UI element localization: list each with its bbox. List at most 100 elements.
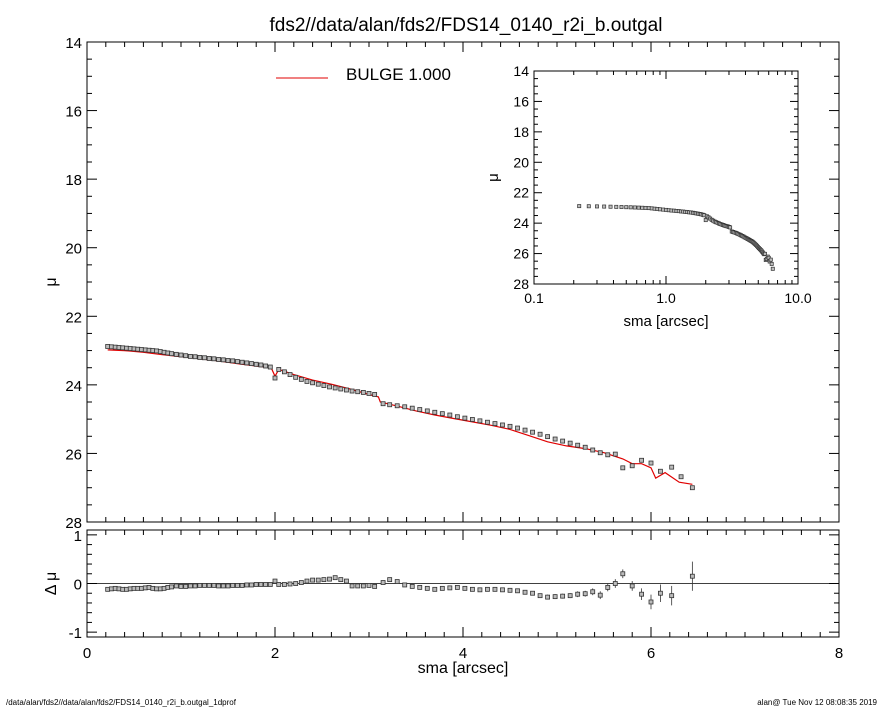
resid-data-point bbox=[507, 587, 513, 593]
resid-data-point bbox=[567, 593, 573, 599]
main-y-tick-label: 24 bbox=[65, 378, 82, 395]
main-data-point bbox=[447, 412, 453, 418]
resid-x-tick-label: 6 bbox=[647, 645, 655, 662]
resid-data-point bbox=[380, 580, 386, 585]
inset-data-point bbox=[632, 205, 637, 210]
inset-data-point bbox=[602, 204, 607, 209]
main-data-point bbox=[349, 388, 355, 394]
inset-x-axis-label: sma [arcsec] bbox=[623, 313, 708, 330]
resid-data-point bbox=[230, 583, 236, 588]
inset-y-tick-label: 20 bbox=[513, 154, 529, 170]
resid-data-point bbox=[272, 578, 278, 584]
resid-data-point bbox=[344, 578, 349, 584]
resid-data-point bbox=[669, 593, 675, 599]
main-data-point bbox=[530, 429, 535, 435]
main-data-point bbox=[315, 381, 321, 387]
resid-data-point bbox=[689, 573, 695, 579]
resid-data-point bbox=[267, 582, 273, 587]
inset-data-point bbox=[577, 204, 582, 209]
main-data-point bbox=[332, 385, 338, 391]
main-data-point bbox=[249, 361, 254, 367]
main-y-tick-label: 26 bbox=[65, 446, 82, 463]
main-data-point bbox=[387, 402, 393, 408]
main-data-point bbox=[211, 356, 217, 362]
inset-data-point bbox=[728, 225, 733, 230]
resid-data-point bbox=[469, 586, 475, 592]
main-data-point bbox=[216, 357, 222, 362]
resid-data-point bbox=[258, 582, 264, 587]
resid-data-point bbox=[658, 590, 663, 596]
resid-data-point bbox=[253, 582, 259, 587]
inset-data-point bbox=[624, 205, 629, 210]
inset-data-point bbox=[636, 205, 641, 210]
inset-data-point bbox=[586, 204, 591, 209]
inset-data-point bbox=[658, 207, 662, 212]
main-data-point bbox=[304, 379, 310, 384]
main-data-point bbox=[263, 363, 269, 369]
main-data-point bbox=[298, 376, 304, 382]
resid-data-point bbox=[206, 583, 212, 588]
main-data-point bbox=[183, 353, 189, 359]
main-data-point bbox=[648, 460, 654, 466]
main-data-point bbox=[424, 408, 430, 414]
main-data-point bbox=[192, 354, 198, 360]
resid-data-point bbox=[249, 582, 254, 588]
main-y-tick-label: 16 bbox=[65, 104, 82, 121]
resid-data-point bbox=[360, 583, 366, 589]
main-data-point bbox=[267, 364, 273, 370]
inset-y-axis-label: μ bbox=[485, 173, 502, 182]
resid-data-point bbox=[332, 575, 338, 581]
main-data-point bbox=[281, 369, 287, 375]
main-data-point bbox=[454, 414, 460, 420]
resid-x-tick-label: 2 bbox=[271, 645, 279, 662]
main-data-point bbox=[678, 474, 684, 480]
main-data-point bbox=[202, 355, 207, 361]
inset-y-tick-label: 18 bbox=[513, 124, 529, 140]
resid-data-point bbox=[447, 585, 453, 591]
resid-data-point bbox=[281, 582, 287, 587]
main-data-point bbox=[394, 403, 400, 409]
main-y-tick-label: 14 bbox=[65, 35, 82, 52]
inset-data-point bbox=[640, 205, 645, 210]
main-data-point bbox=[344, 387, 349, 393]
main-data-point bbox=[272, 375, 278, 381]
main-data-point bbox=[293, 374, 299, 380]
inset-y-tick-label: 26 bbox=[513, 246, 529, 262]
main-y-axis-label: μ bbox=[43, 277, 60, 286]
resid-data-point bbox=[298, 580, 304, 585]
inset-data-point bbox=[770, 266, 775, 271]
resid-data-point bbox=[220, 583, 226, 589]
inset-data-point bbox=[619, 205, 624, 209]
main-data-point bbox=[225, 358, 231, 363]
resid-x-tick-label: 4 bbox=[459, 645, 467, 662]
main-data-point bbox=[239, 359, 245, 365]
main-data-point bbox=[253, 361, 259, 367]
resid-data-point bbox=[402, 582, 408, 588]
main-data-point bbox=[355, 389, 361, 395]
resid-data-point bbox=[575, 591, 581, 597]
resid-data-point bbox=[327, 576, 332, 582]
main-data-point bbox=[612, 451, 618, 457]
resid-data-point bbox=[424, 585, 430, 591]
main-data-point bbox=[169, 351, 175, 357]
resid-data-point bbox=[394, 579, 400, 584]
main-data-point bbox=[597, 450, 603, 456]
resid-data-point bbox=[612, 581, 618, 586]
footer-file-path: /data/alan/fds2//data/alan/fds2/FDS14_01… bbox=[6, 698, 236, 707]
resid-data-point bbox=[169, 584, 175, 590]
inset-x-tick-label: 1.0 bbox=[656, 290, 676, 306]
resid-data-point bbox=[417, 584, 423, 590]
main-data-point bbox=[537, 431, 543, 437]
main-data-point bbox=[327, 384, 332, 390]
resid-y-tick-label: 1 bbox=[74, 528, 82, 545]
resid-data-point bbox=[304, 578, 310, 584]
main-data-point bbox=[485, 419, 490, 425]
inset-y-tick-label: 24 bbox=[513, 215, 529, 231]
main-data-point bbox=[276, 367, 282, 372]
resid-data-point bbox=[409, 584, 415, 589]
main-data-point bbox=[206, 356, 212, 361]
inset-x-tick-label: 10.0 bbox=[784, 290, 811, 306]
resid-data-point bbox=[590, 589, 596, 595]
